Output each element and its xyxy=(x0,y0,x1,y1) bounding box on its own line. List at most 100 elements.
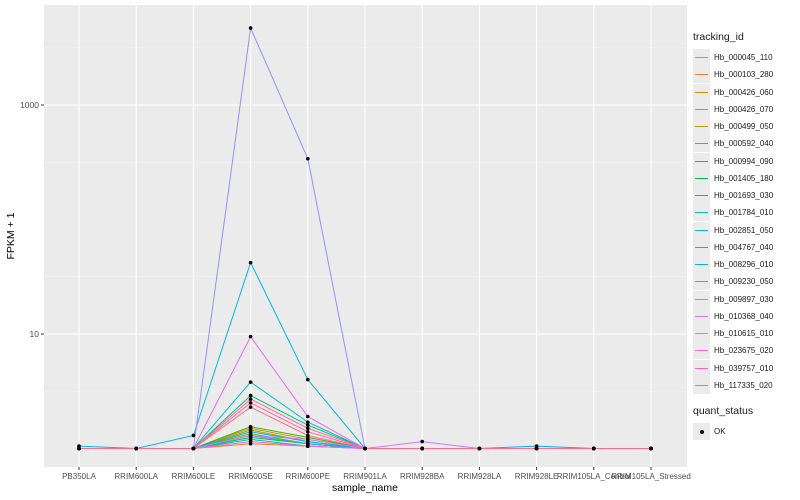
legend-key xyxy=(693,290,710,308)
line-key-icon xyxy=(695,264,708,266)
legend-label: Hb_000426_060 xyxy=(714,87,774,97)
data-point xyxy=(248,26,253,30)
legend-label: Hb_009897_030 xyxy=(714,294,774,304)
x-axis-ticks: PB350LA RRIM600LA RRIM600LE RRIM600SE RRIM60… xyxy=(62,467,691,481)
x-axis-label: sample_name xyxy=(332,482,398,494)
legend-item-Hb_001784_010: Hb_001784_010 xyxy=(693,204,798,222)
data-point xyxy=(248,380,253,384)
data-point xyxy=(248,401,253,405)
legend-label: OK xyxy=(714,427,726,437)
legend-item-Hb_023675_020: Hb_023675_020 xyxy=(693,342,798,360)
line-key-icon xyxy=(695,298,708,300)
line-key-icon xyxy=(695,91,708,93)
data-point xyxy=(248,433,253,438)
legend-key xyxy=(693,256,710,274)
legend-key xyxy=(693,118,710,136)
legend-key xyxy=(693,152,710,170)
legend-label: Hb_000499_050 xyxy=(714,122,774,132)
data-point xyxy=(306,420,310,424)
legend-key xyxy=(693,204,710,222)
line-key-icon xyxy=(695,57,708,59)
data-point xyxy=(306,437,310,442)
legend-key xyxy=(693,66,710,84)
legend-key xyxy=(693,49,710,67)
data-point xyxy=(134,446,138,451)
legend-item-Hb_000499_050: Hb_000499_050 xyxy=(693,118,798,136)
y-axis-ticks: 10 1000 xyxy=(20,100,44,339)
data-point xyxy=(248,405,253,409)
legend-item-Hb_000045_110: Hb_000045_110 xyxy=(693,49,798,67)
legend-label: Hb_002851_050 xyxy=(714,225,774,235)
data-point xyxy=(248,424,253,429)
legend-key xyxy=(693,376,710,394)
legend-item-Hb_001693_030: Hb_001693_030 xyxy=(693,187,798,205)
legend-item-Hb_004767_040: Hb_004767_040 xyxy=(693,238,798,256)
data-point xyxy=(477,446,482,451)
x-tick-label: RRIM105LA_Stressed xyxy=(611,472,691,481)
legend-key xyxy=(693,187,710,205)
data-point xyxy=(363,446,367,451)
data-point xyxy=(248,439,253,444)
legend-item-Hb_000103_280: Hb_000103_280 xyxy=(693,66,798,84)
data-point xyxy=(592,446,596,451)
line-key-icon xyxy=(695,212,708,214)
data-point xyxy=(420,439,425,444)
legend-label: Hb_023675_020 xyxy=(714,346,774,356)
legend-item-Hb_008296_010: Hb_008296_010 xyxy=(693,256,798,274)
x-tick-label: RRIM928BA xyxy=(400,472,445,481)
legend-label: Hb_117335_020 xyxy=(714,380,773,390)
legend-item-ok: OK xyxy=(693,423,798,441)
legend-key xyxy=(693,273,710,291)
legend-label: Hb_000592_040 xyxy=(714,139,774,149)
line-key-icon xyxy=(695,229,708,231)
x-tick-label: RRIM901LA xyxy=(343,472,387,481)
data-point xyxy=(306,423,310,427)
legend-tracking-id: tracking_id Hb_000045_110 Hb_000103_280 Hb… xyxy=(693,31,798,394)
y-tick-label: 10 xyxy=(30,329,40,339)
legend-item-Hb_117335_020: Hb_117335_020 xyxy=(693,376,798,394)
data-point xyxy=(77,446,81,451)
legend-key xyxy=(693,135,710,153)
legend-key xyxy=(693,359,710,377)
data-point xyxy=(248,260,253,265)
line-key-icon xyxy=(695,126,708,128)
legend-label: Hb_001405_180 xyxy=(714,173,774,183)
legend-title: quant_status xyxy=(693,405,754,417)
legend-key xyxy=(693,238,710,256)
data-point xyxy=(420,446,425,451)
legend-item-Hb_000994_090: Hb_000994_090 xyxy=(693,152,798,170)
legend-key xyxy=(693,100,710,118)
legend-key xyxy=(693,221,710,239)
data-point xyxy=(248,393,253,398)
data-point xyxy=(248,397,253,401)
line-key-icon xyxy=(695,315,708,317)
legend-item-Hb_009897_030: Hb_009897_030 xyxy=(693,290,798,308)
data-point xyxy=(248,334,253,339)
data-point xyxy=(306,426,310,431)
legend-item-Hb_039757_010: Hb_039757_010 xyxy=(693,359,798,377)
legend-item-Hb_010368_040: Hb_010368_040 xyxy=(693,307,798,325)
legend-items: Hb_000045_110 Hb_000103_280 Hb_000426_060 H… xyxy=(693,49,798,394)
x-tick-label: RRIM600LA xyxy=(114,472,158,481)
line-key-icon xyxy=(695,281,708,283)
data-point xyxy=(306,414,310,419)
legend-item-Hb_001405_180: Hb_001405_180 xyxy=(693,169,798,187)
legend-label: Hb_000103_280 xyxy=(714,70,774,80)
x-tick-label: RRIM600SE xyxy=(228,472,272,481)
y-tick-label: 1000 xyxy=(20,100,39,110)
legend-label: Hb_000994_090 xyxy=(714,156,774,166)
data-point xyxy=(306,444,310,448)
x-tick-label: PB350LA xyxy=(62,472,96,481)
legend-quant-status: quant_status OK xyxy=(693,405,798,441)
legend-item-Hb_000426_060: Hb_000426_060 xyxy=(693,83,798,101)
legend-label: Hb_009230_050 xyxy=(714,277,774,287)
line-key-icon xyxy=(695,367,708,369)
line-key-icon xyxy=(695,177,708,179)
legend-label: Hb_010615_010 xyxy=(714,329,774,339)
legend-key xyxy=(693,169,710,187)
legend-item-Hb_002851_050: Hb_002851_050 xyxy=(693,221,798,239)
line-key-icon xyxy=(695,143,708,145)
legend-title: tracking_id xyxy=(693,31,744,43)
data-point xyxy=(191,433,196,438)
